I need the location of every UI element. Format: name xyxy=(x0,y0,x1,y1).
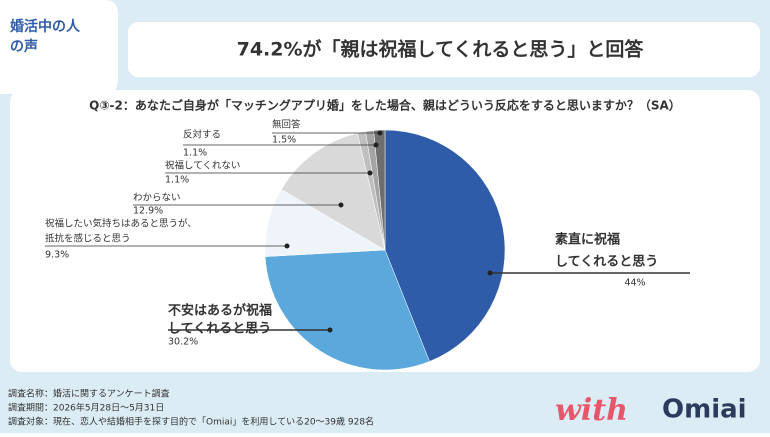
question: Q③-2：あなたご自身が「マッチングアプリ婚」をした場合、親はどういう反応をする… xyxy=(89,98,681,113)
leader-dot xyxy=(327,327,333,333)
value-label: 1.1% xyxy=(165,175,189,186)
note: 調査期間：2026年5月28日～5月31日 xyxy=(8,402,164,414)
header-box xyxy=(128,22,760,77)
category-label: 不安はあるが祝福 xyxy=(168,303,272,319)
category-label: 抵抗を感じると思う xyxy=(45,233,131,245)
value-label: 1.5% xyxy=(272,135,296,146)
title: 74.2%が「親は祝福してくれると思う」と回答 xyxy=(237,38,645,61)
logo-brand: Omiai xyxy=(662,395,747,425)
leader-dot xyxy=(284,243,290,249)
category-label: してくれると思う xyxy=(555,255,658,270)
category-label: 素直に祝福 xyxy=(555,232,620,248)
leader-dot xyxy=(373,142,379,148)
value-label: 30.2% xyxy=(168,337,198,348)
category-label: してくれると思う xyxy=(168,322,271,337)
category-label: 祝福したい気持ちはあると思うが、 xyxy=(45,218,197,230)
tab-text: 婚活中の人 xyxy=(10,18,81,35)
pie-slice xyxy=(373,129,386,251)
value-label: 44% xyxy=(624,278,645,289)
tab-text: の声 xyxy=(10,38,38,55)
leader-dot xyxy=(487,270,493,276)
category-label: 反対する xyxy=(183,129,221,141)
category-label: 祝福してくれない xyxy=(165,160,240,172)
tab xyxy=(0,0,118,94)
value-label: 12.9% xyxy=(133,206,163,217)
note: 調査対象：現在、恋人や結婚相手を探す目的で「Omiai」を利用している20～39… xyxy=(8,416,374,428)
note: 調査名称：婚活に関するアンケート調査 xyxy=(8,388,170,400)
leader-dot xyxy=(367,170,373,176)
value-label: 1.1% xyxy=(183,148,207,159)
logo-with: with xyxy=(555,393,628,428)
pie-slice xyxy=(384,129,506,362)
value-label: 9.3% xyxy=(45,250,69,261)
category-label: わからない xyxy=(133,193,181,204)
leader-dot xyxy=(377,130,383,136)
category-label: 無回答 xyxy=(272,119,301,131)
pie-slice xyxy=(281,132,386,251)
pie-slice xyxy=(264,249,430,371)
leader-dot xyxy=(338,202,344,208)
